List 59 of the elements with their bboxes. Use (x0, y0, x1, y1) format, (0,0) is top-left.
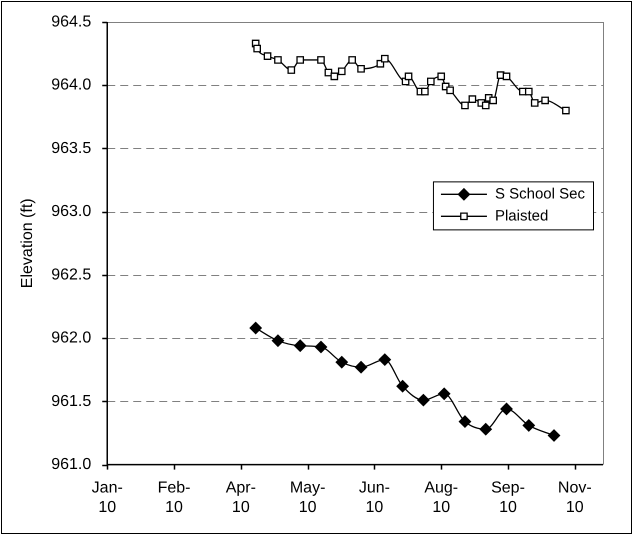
point (378, 353, 391, 366)
point (404, 72, 412, 80)
y-tick-label: 964.0 (51, 76, 92, 94)
x-tick-label: Nov-10 (558, 480, 592, 516)
point (253, 44, 261, 52)
y-tick-label: 962.5 (51, 266, 92, 284)
point (522, 419, 535, 432)
x-tick-label: Aug-10 (424, 480, 458, 516)
point (417, 394, 430, 406)
point (548, 429, 560, 442)
point (482, 102, 490, 110)
point (502, 72, 510, 80)
point (421, 88, 429, 96)
point (396, 380, 409, 392)
point (296, 56, 304, 64)
point (458, 415, 472, 428)
legend-label: S School Sec (494, 185, 586, 202)
point (461, 102, 469, 110)
point (272, 334, 284, 347)
legend-label: Plaisted (494, 207, 548, 224)
point (426, 78, 435, 86)
x-tick-label: Jun-10 (358, 480, 390, 516)
point (524, 88, 533, 96)
point (336, 356, 348, 368)
point (294, 340, 306, 352)
point (287, 66, 296, 74)
y-tick-label: 964.5 (51, 13, 92, 30)
point (338, 67, 346, 76)
point (354, 361, 368, 374)
point (446, 86, 454, 94)
y-tick-label: 962.0 (51, 330, 92, 347)
point (489, 96, 497, 104)
y-tick-label: 961.5 (51, 392, 92, 410)
point (314, 340, 328, 354)
point (468, 95, 476, 103)
y-tick-label: 963.0 (51, 203, 92, 220)
point (264, 52, 272, 60)
x-tick-label: Sep-10 (491, 480, 525, 516)
point (380, 54, 389, 63)
point (330, 72, 338, 80)
y-tick-label: 963.5 (51, 140, 92, 157)
point (541, 96, 549, 104)
x-tick-label: Feb-10 (158, 480, 190, 516)
y-tick-label: 961.0 (51, 456, 92, 474)
point (530, 99, 539, 107)
x-tick-label: May-10 (290, 480, 326, 516)
point (562, 106, 570, 114)
point (348, 56, 356, 64)
point (317, 56, 325, 64)
y-axis-title: Elevation (ft) (19, 198, 36, 288)
x-tick-label: Apr-10 (226, 480, 256, 516)
point (500, 402, 513, 416)
point (437, 72, 446, 80)
point (274, 56, 282, 64)
point (250, 322, 262, 334)
point (438, 388, 450, 400)
x-tick-label: Jan-10 (92, 480, 123, 516)
point (357, 64, 365, 73)
point (480, 423, 492, 436)
